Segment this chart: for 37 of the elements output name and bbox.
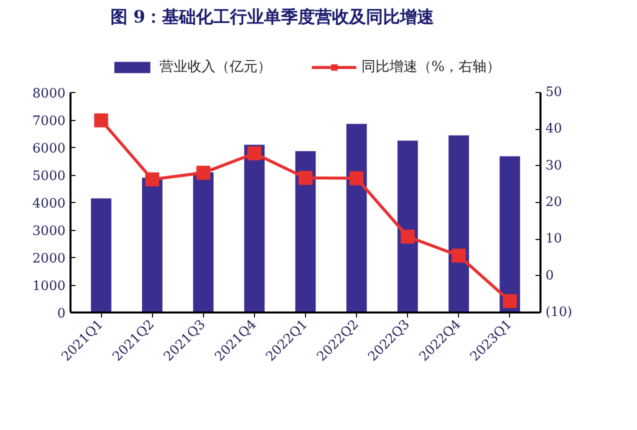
bar (244, 144, 265, 312)
point (298, 170, 312, 185)
bar (142, 178, 162, 312)
y2-tick-label: 20 (546, 195, 562, 210)
point (452, 248, 466, 263)
y2-tick-label: (10) (546, 305, 572, 320)
point (94, 113, 108, 128)
y-tick-label: 7000 (32, 114, 66, 129)
y2-tick-label: 0 (546, 268, 554, 284)
y2-tick-label: 50 (546, 85, 562, 100)
y-tick-label: 5000 (32, 169, 66, 184)
y-tick-label: 8000 (32, 86, 66, 102)
y2-tick-label: 30 (546, 158, 562, 174)
legend-label: 同比增速（%，右轴） (361, 58, 501, 76)
bar (90, 198, 112, 312)
y-tick-label: 2000 (32, 252, 66, 266)
bar (397, 140, 418, 312)
bar (346, 124, 367, 312)
point (196, 166, 210, 180)
bar (448, 135, 469, 312)
y-tick-label: 1000 (32, 279, 66, 294)
y-tick-label: 6000 (32, 142, 66, 156)
point (145, 172, 160, 186)
y-tick-label: 3000 (32, 224, 66, 239)
bar (193, 172, 214, 312)
legend-label: 营业收入（亿元） (159, 58, 272, 76)
y-tick-label: 4000 (32, 196, 66, 212)
point (350, 171, 364, 186)
bar (500, 156, 520, 312)
point (400, 230, 415, 244)
y2-tick-label: 40 (546, 122, 562, 137)
chart-title: 图 9：基础化工行业单季度营收及同比增速 (110, 8, 434, 28)
point (502, 294, 517, 308)
y-tick-label: 0 (57, 306, 66, 322)
bar (295, 151, 316, 312)
point (247, 146, 262, 160)
y2-tick-label: 10 (546, 232, 562, 247)
